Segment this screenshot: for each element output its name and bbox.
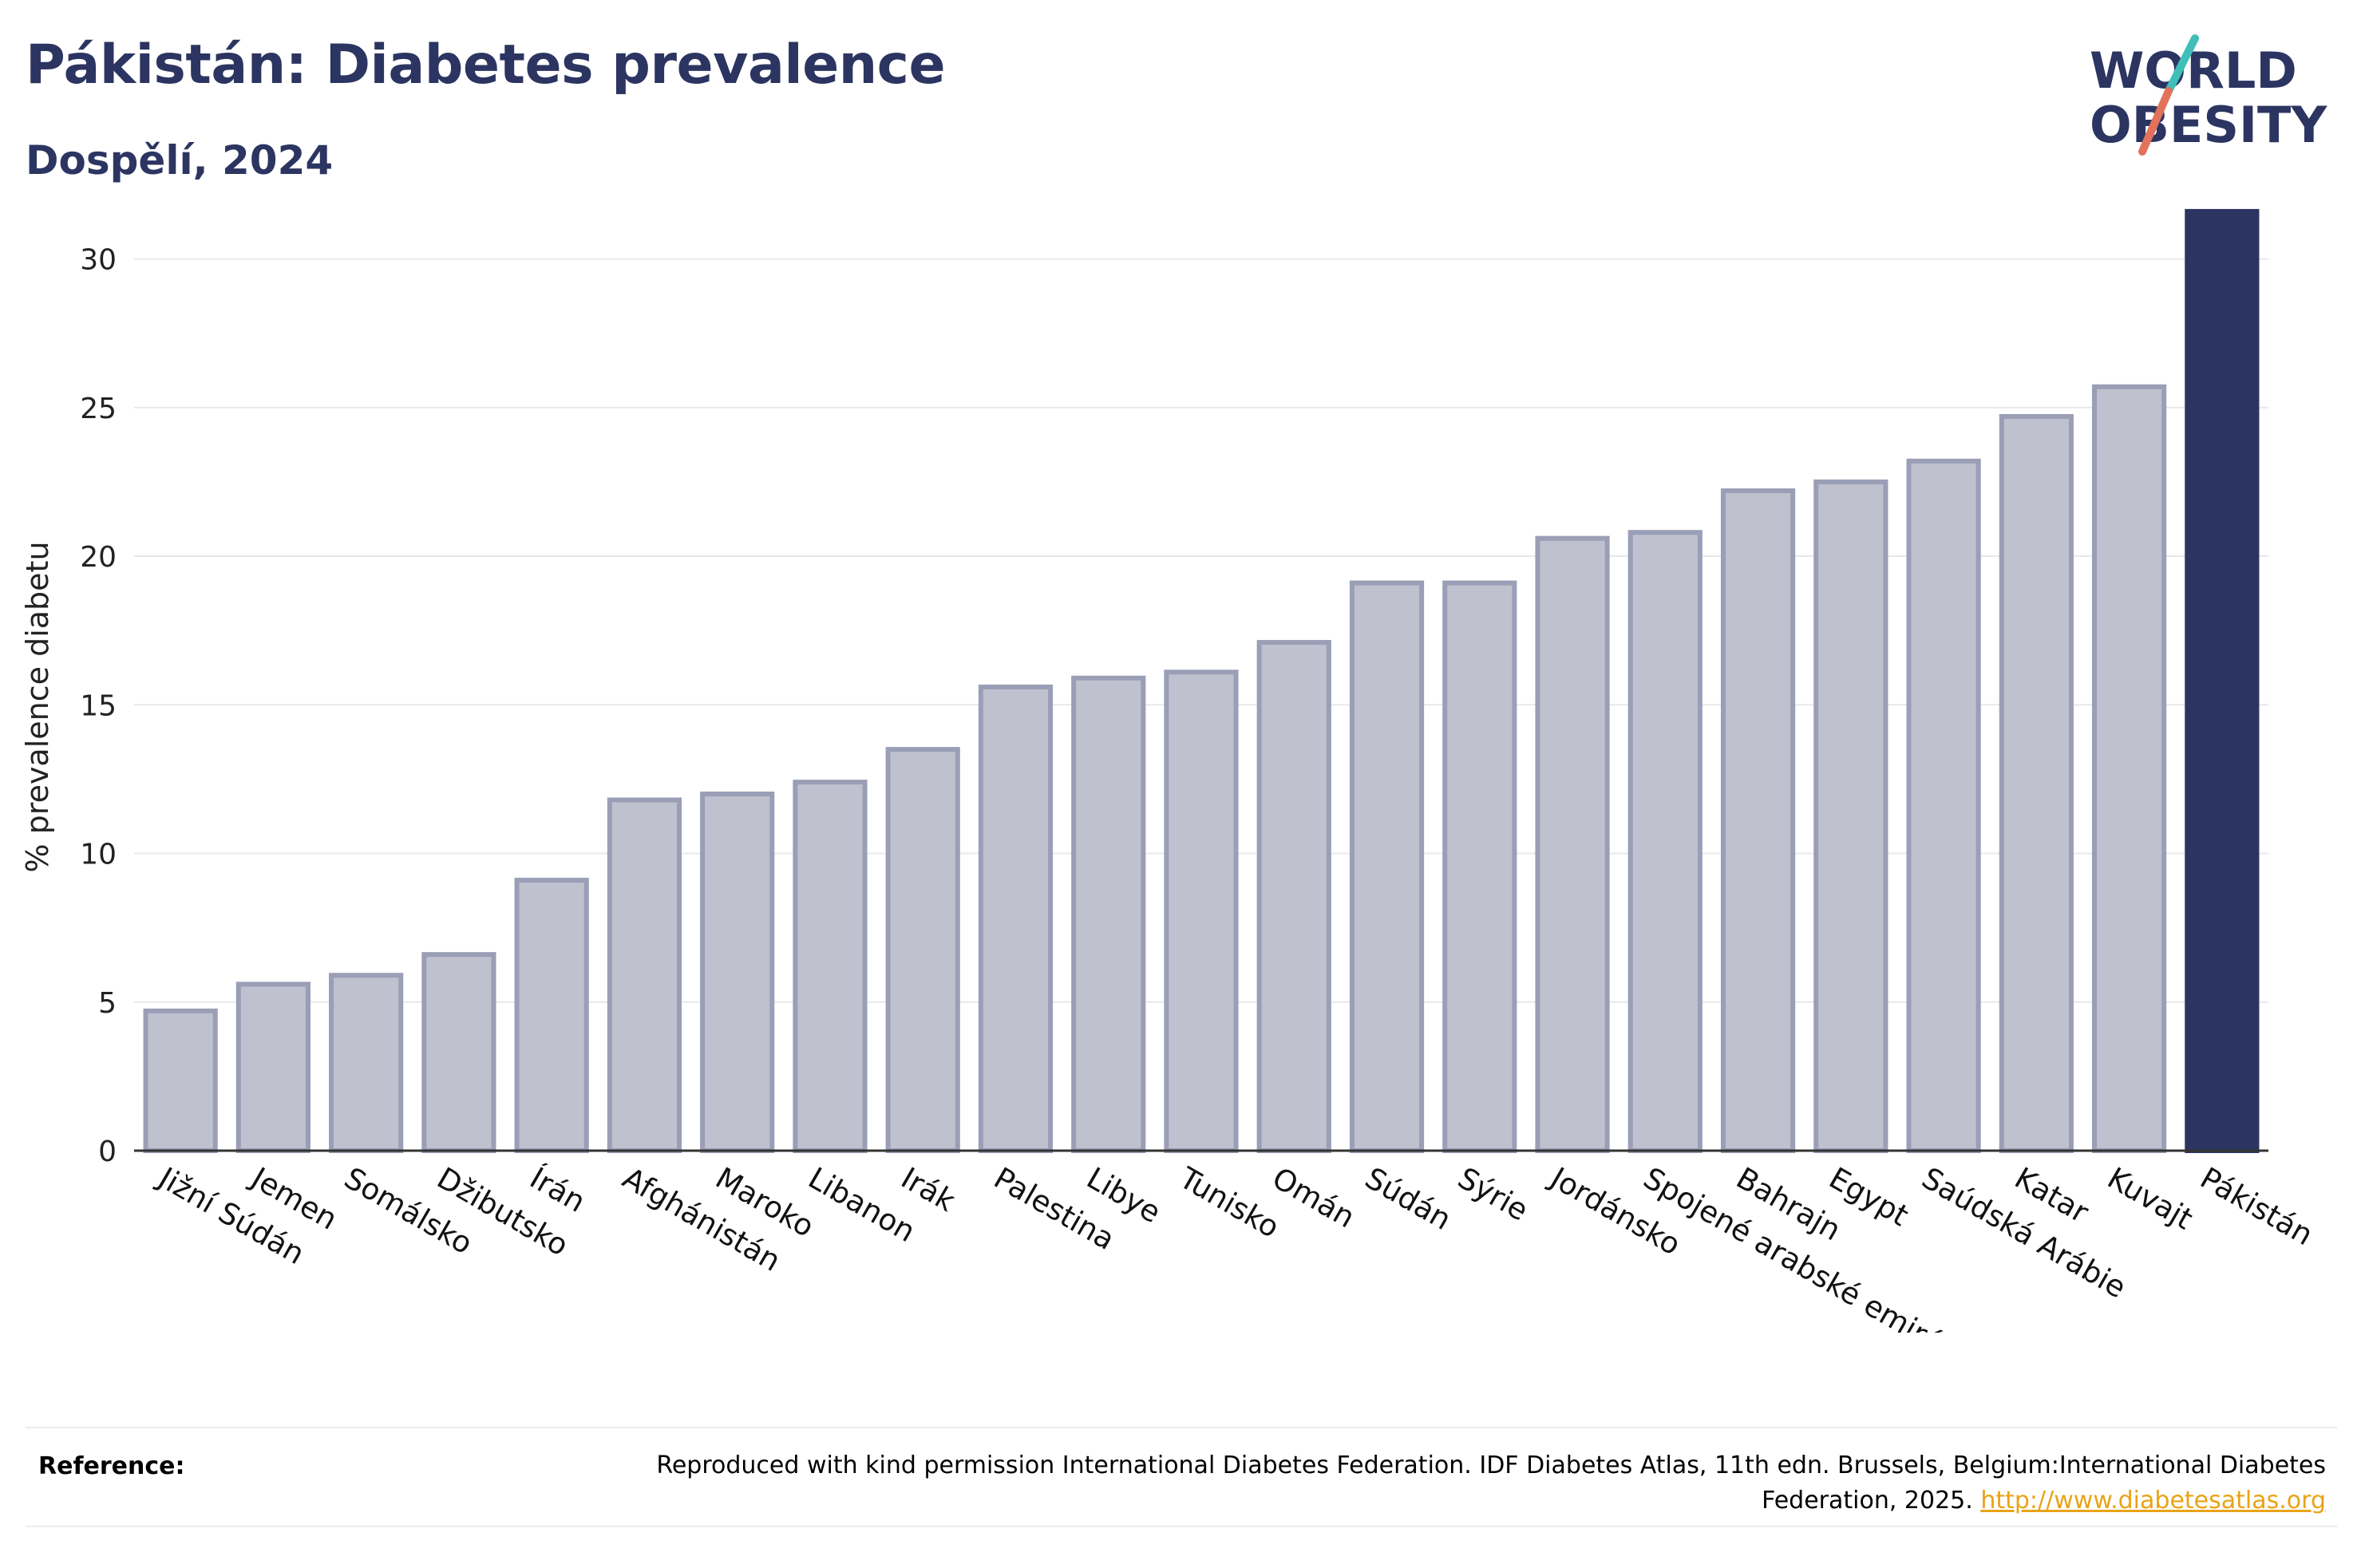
bar	[1720, 488, 1796, 1153]
logo-slash-coral	[2138, 87, 2173, 156]
logo-slash-teal	[2165, 34, 2199, 95]
bar	[885, 747, 960, 1153]
bar	[235, 981, 310, 1154]
bar	[1349, 580, 1425, 1153]
bar	[793, 780, 868, 1153]
bar	[1442, 580, 1517, 1153]
bar	[1999, 413, 2074, 1153]
reference-citation: Reproduced with kind permission Internat…	[656, 1451, 2326, 1515]
bar	[607, 797, 682, 1153]
x-tick-label: Súdán	[1359, 1161, 1457, 1238]
logo-text-obesity: OBESITY	[2090, 96, 2327, 154]
x-tick-label: Libanon	[802, 1161, 920, 1250]
x-tick-label: Tunisko	[1173, 1160, 1285, 1245]
bar	[329, 973, 404, 1153]
bar	[1256, 640, 1331, 1153]
x-tick-label: Pákistán	[2194, 1161, 2319, 1253]
bar	[1906, 458, 1981, 1153]
bar	[143, 1008, 218, 1153]
bar	[1071, 675, 1146, 1153]
y-tick-label: 20	[80, 541, 117, 574]
x-tick-label: Kuvajt	[2102, 1161, 2198, 1237]
bar	[700, 792, 775, 1153]
bar	[2092, 384, 2167, 1154]
y-tick-label: 5	[98, 987, 117, 1020]
x-tick-label: Omán	[1267, 1161, 1361, 1235]
y-tick-label: 10	[80, 839, 117, 871]
bar	[1535, 535, 1610, 1153]
reference-label: Reference:	[38, 1452, 185, 1480]
logo-text-world: WORLD	[2090, 41, 2297, 100]
chart-subtitle: Dospělí, 2024	[26, 137, 334, 184]
bar-chart: 0 5 10 15 20 25 30 Jižní SúdánJemenSomálskoDži…	[20, 208, 2319, 1333]
reference-text: Reproduced with kind permission Internat…	[570, 1448, 2326, 1519]
x-tick-label: Sýrie	[1452, 1161, 1534, 1228]
bar	[421, 952, 496, 1154]
y-axis-label: % prevalence diabetu	[20, 541, 55, 872]
bar	[1813, 479, 1888, 1153]
bars	[143, 208, 2260, 1154]
chart-title: Pákistán: Diabetes prevalence	[26, 34, 946, 97]
bar	[2185, 208, 2260, 1153]
reference-link[interactable]: http://www.diabetesatlas.org	[1980, 1487, 2326, 1515]
y-tick-label: 15	[80, 689, 117, 722]
footer-divider-top	[26, 1427, 2337, 1428]
bar	[1627, 530, 1703, 1153]
y-tick-label: 0	[98, 1136, 117, 1168]
bar	[1164, 669, 1239, 1153]
world-obesity-logo: WORLD OBESITY	[2090, 34, 2327, 156]
y-tick-label: 30	[80, 244, 117, 277]
y-tick-labels: 0 5 10 15 20 25 30	[80, 244, 117, 1169]
bar	[978, 684, 1054, 1153]
footer-divider-bottom	[26, 1526, 2337, 1527]
bar	[514, 878, 589, 1154]
y-tick-label: 25	[80, 393, 117, 425]
